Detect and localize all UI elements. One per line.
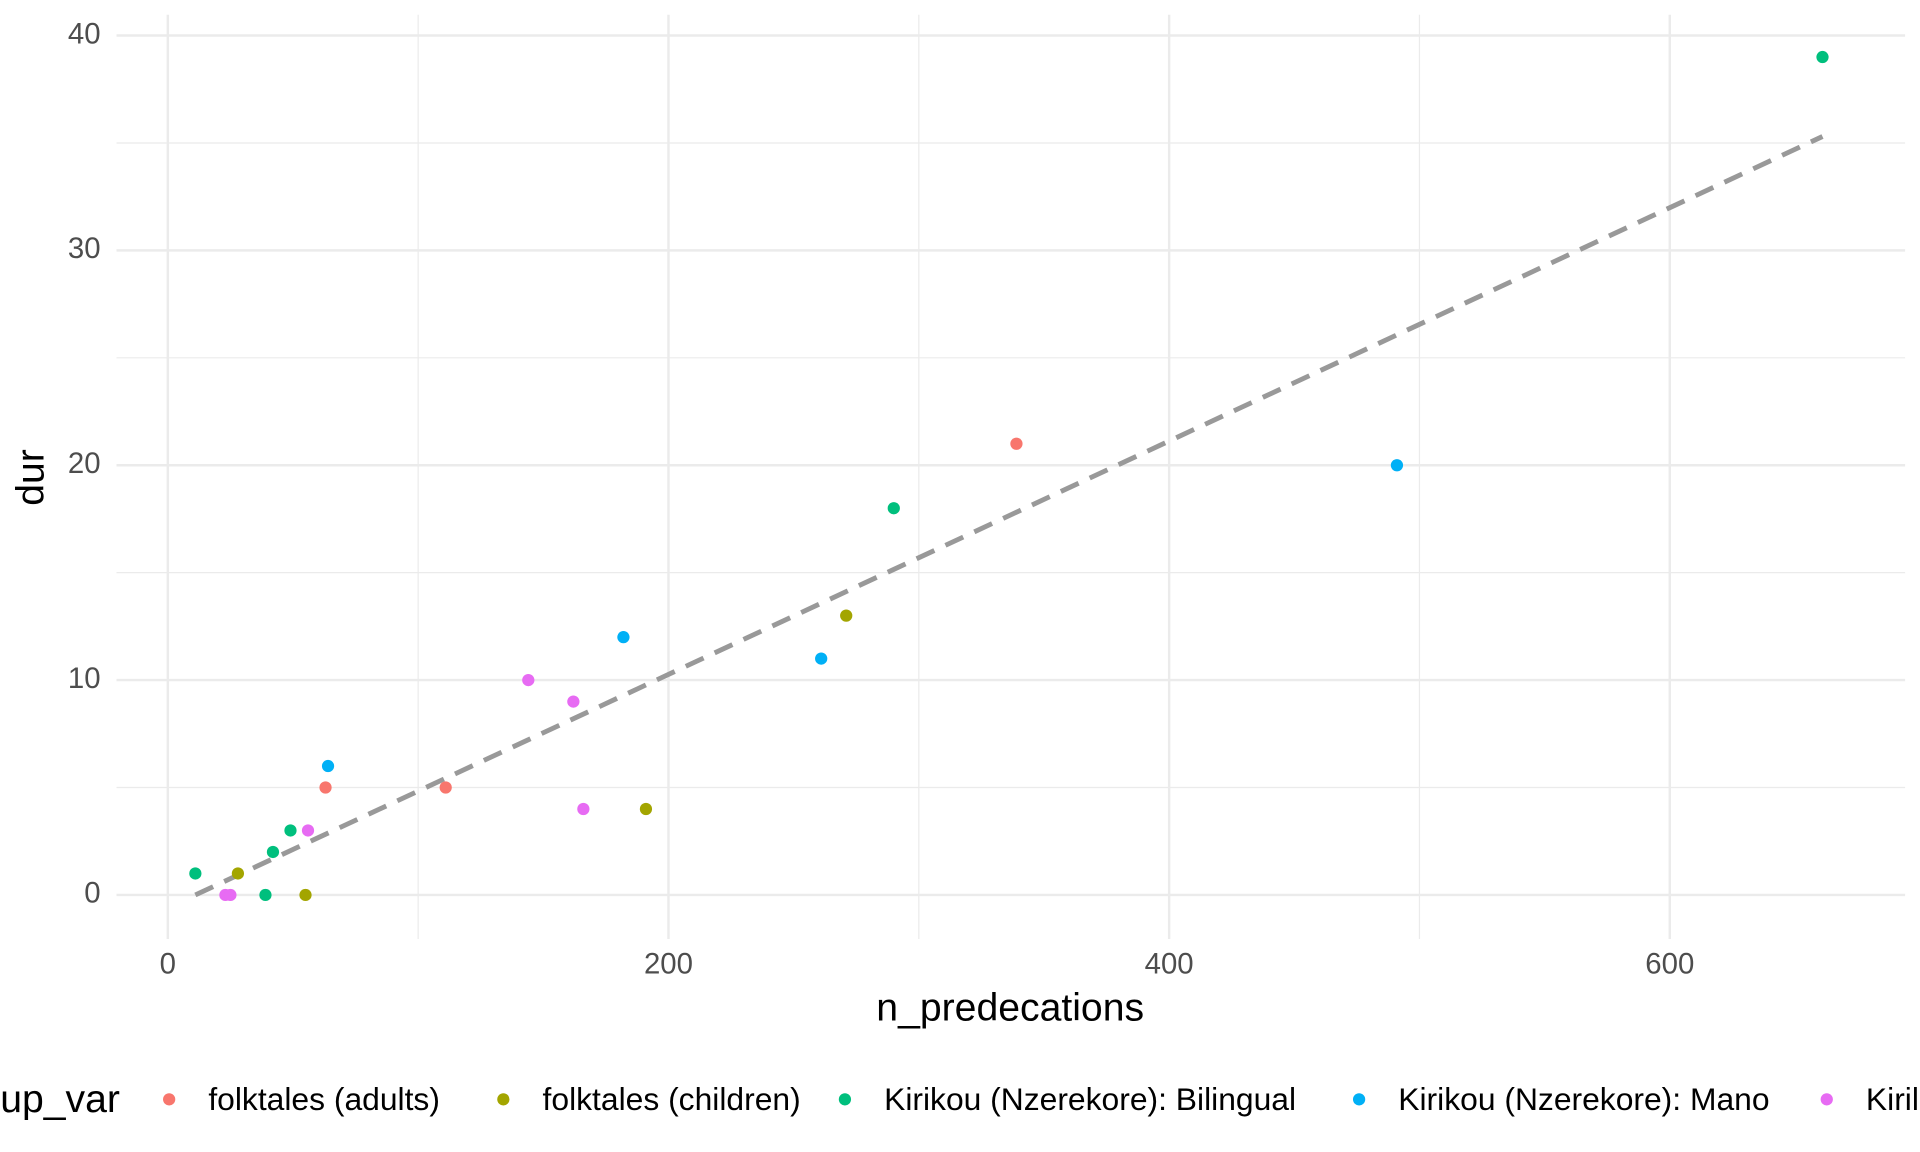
legend-label: Kirikou (Nzerekore): Bilingual	[884, 1081, 1296, 1117]
x-tick-label: 400	[1145, 948, 1194, 981]
x-tick-label: 600	[1645, 948, 1694, 981]
y-tick-label: 40	[68, 17, 101, 50]
point	[319, 781, 332, 794]
point	[231, 867, 245, 880]
point	[266, 845, 280, 859]
y-tick-label: 10	[68, 662, 101, 695]
legend-label: Kirikou (Nzerekore): Mano	[1398, 1081, 1769, 1117]
point	[284, 824, 297, 837]
point	[567, 695, 580, 708]
y-axis-title: dur	[10, 449, 53, 506]
x-tick-label: 0	[160, 948, 176, 981]
legend-label: folktales (adults)	[208, 1081, 440, 1117]
point	[224, 888, 237, 902]
point	[321, 759, 335, 773]
point	[577, 802, 590, 816]
point	[617, 630, 630, 644]
point	[299, 888, 312, 902]
point	[1816, 50, 1829, 64]
x-tick-label: 200	[644, 948, 693, 981]
legend-key	[1820, 1093, 1833, 1106]
y-tick-label: 20	[68, 447, 101, 480]
point	[522, 673, 535, 687]
trend-line	[194, 134, 1824, 898]
y-tick-label: 30	[68, 232, 101, 265]
point	[887, 502, 900, 515]
point	[439, 781, 452, 794]
point	[1390, 459, 1404, 472]
point	[639, 802, 653, 816]
point	[259, 888, 272, 902]
legend-label: folktales (children)	[543, 1081, 801, 1117]
legend-key	[163, 1093, 176, 1106]
point	[301, 824, 315, 837]
legend-title: up_var	[0, 1078, 120, 1121]
legend-key	[838, 1093, 852, 1106]
legend-key	[497, 1093, 510, 1106]
point	[189, 867, 202, 880]
x-axis-title: n_predecations	[876, 986, 1144, 1029]
y-tick-label: 0	[84, 877, 100, 910]
point	[815, 652, 828, 665]
point	[1010, 437, 1023, 450]
legend-key	[1352, 1093, 1366, 1106]
legend-label: Kiril	[1866, 1081, 1919, 1117]
point	[840, 609, 853, 622]
